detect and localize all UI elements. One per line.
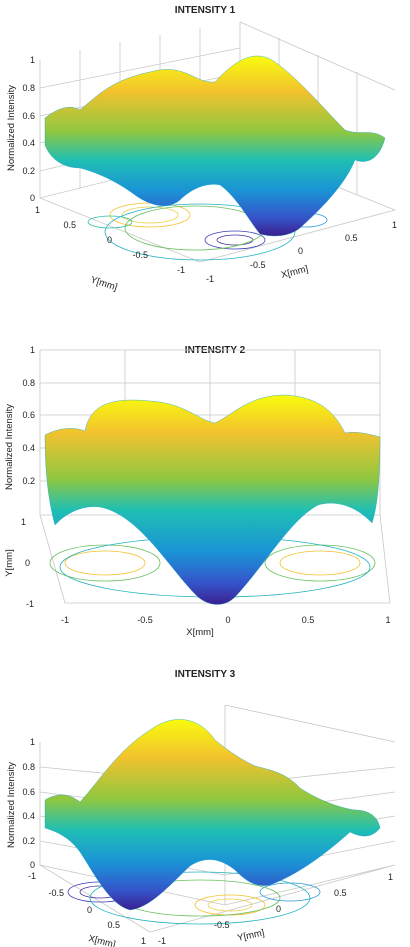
chart-2-yt-0: -1 bbox=[26, 599, 34, 609]
chart-2-xt-4: 1 bbox=[385, 615, 390, 625]
chart-intensity-1: INTENSITY 1 0 0.2 0.4 0.6 0.8 bbox=[0, 0, 410, 310]
chart-intensity-2: INTENSITY 2 0.2 0.4 0.6 0.8 1 -1 0 1 -1 bbox=[0, 335, 410, 645]
chart-1-x-ticks: -1 -0.5 0 0.5 1 bbox=[206, 220, 397, 284]
chart-2-surface bbox=[44, 394, 381, 605]
chart-1-surface bbox=[44, 55, 386, 237]
chart-1-zt-4: 0.8 bbox=[22, 83, 35, 93]
chart-1-zt-0: 0 bbox=[30, 193, 35, 203]
chart-3-yt-0: -1 bbox=[158, 936, 166, 946]
chart-2-xt-1: -0.5 bbox=[137, 615, 153, 625]
chart-3-xt-0: -1 bbox=[28, 871, 36, 881]
chart-3-x-ticks: -1 -0.5 0 0.5 1 bbox=[28, 871, 146, 946]
chart-2-y-ticks: -1 0 1 bbox=[21, 517, 34, 609]
chart-2-xt-2: 0 bbox=[225, 615, 230, 625]
chart-3-zt-2: 0.4 bbox=[22, 811, 35, 821]
chart-3-yt-2: 0 bbox=[276, 904, 281, 914]
chart-3-zt-3: 0.6 bbox=[22, 787, 35, 797]
chart-1-z-ticks: 0 0.2 0.4 0.6 0.8 1 bbox=[22, 55, 35, 203]
chart-3-zt-4: 0.8 bbox=[22, 762, 35, 772]
chart-2-z-label: Normalized Intensity bbox=[4, 404, 15, 490]
chart-intensity-3: INTENSITY 3 0 0.2 0.4 0.6 0.8 1 -1 -0.5 bbox=[0, 660, 410, 947]
chart-3-z-label: Normalized Intensity bbox=[6, 762, 17, 848]
chart-3-title: INTENSITY 3 bbox=[175, 669, 236, 680]
chart-2-yt-1: 0 bbox=[25, 558, 30, 568]
chart-2-y-label: Y[mm] bbox=[4, 549, 15, 576]
chart-1-yt-0: -1 bbox=[177, 265, 185, 275]
chart-1-z-label: Normalized Intensity bbox=[6, 85, 17, 171]
chart-1-yt-1: -0.5 bbox=[132, 250, 148, 260]
chart-3-yt-1: -0.5 bbox=[214, 920, 230, 930]
chart-2-zt-3: 0.8 bbox=[22, 378, 35, 388]
chart-3-y-ticks: -1 -0.5 0 0.5 1 bbox=[158, 872, 393, 946]
chart-1-xt-1: -0.5 bbox=[250, 260, 266, 270]
chart-3-xt-4: 1 bbox=[141, 936, 146, 946]
chart-2-zt-0: 0.2 bbox=[22, 476, 35, 486]
chart-3-xt-1: -0.5 bbox=[48, 888, 64, 898]
chart-1-yt-2: 0 bbox=[107, 235, 112, 245]
chart-1-y-ticks: -1 -0.5 0 0.5 1 bbox=[35, 205, 185, 275]
chart-3-zt-0: 0 bbox=[30, 860, 35, 870]
chart-2-title: INTENSITY 2 bbox=[185, 345, 246, 356]
chart-1-title: INTENSITY 1 bbox=[175, 5, 236, 16]
chart-1-yt-4: 1 bbox=[35, 205, 40, 215]
chart-1-zt-5: 1 bbox=[30, 55, 35, 65]
chart-1-zt-3: 0.6 bbox=[22, 111, 35, 121]
chart-2-zt-2: 0.6 bbox=[22, 410, 35, 420]
chart-2-xt-0: -1 bbox=[61, 615, 69, 625]
chart-1-xt-0: -1 bbox=[206, 274, 214, 284]
chart-1-zt-2: 0.4 bbox=[22, 138, 35, 148]
chart-2-xt-3: 0.5 bbox=[302, 615, 315, 625]
chart-1-y-label: Y[mm] bbox=[89, 274, 119, 293]
chart-3-xt-3: 0.5 bbox=[107, 920, 120, 930]
chart-1-x-label: X[mm] bbox=[280, 264, 309, 281]
chart-3-yt-3: 0.5 bbox=[334, 888, 347, 898]
chart-1-xt-2: 0 bbox=[298, 246, 303, 256]
chart-3-zt-1: 0.2 bbox=[22, 836, 35, 846]
chart-3-z-ticks: 0 0.2 0.4 0.6 0.8 1 bbox=[22, 737, 35, 870]
chart-1-xt-3: 0.5 bbox=[345, 233, 358, 243]
chart-2-zt-4: 1 bbox=[30, 345, 35, 355]
chart-2-svg: INTENSITY 2 0.2 0.4 0.6 0.8 1 -1 0 1 -1 bbox=[4, 345, 391, 638]
chart-3-zt-5: 1 bbox=[30, 737, 35, 747]
chart-3-svg: INTENSITY 3 0 0.2 0.4 0.6 0.8 1 -1 -0.5 bbox=[6, 669, 396, 947]
chart-2-yt-2: 1 bbox=[21, 517, 26, 527]
chart-3-yt-4: 1 bbox=[388, 872, 393, 882]
chart-1-zt-1: 0.2 bbox=[22, 166, 35, 176]
chart-1-svg: INTENSITY 1 0 0.2 0.4 0.6 0.8 bbox=[6, 5, 397, 293]
chart-2-x-ticks: -1 -0.5 0 0.5 1 bbox=[61, 615, 391, 625]
chart-2-zt-1: 0.4 bbox=[22, 443, 35, 453]
chart-3-x-label: X[mm] bbox=[87, 933, 116, 947]
chart-3-y-label: Y[mm] bbox=[236, 927, 265, 943]
chart-1-xt-4: 1 bbox=[392, 220, 397, 230]
chart-1-yt-3: 0.5 bbox=[63, 220, 76, 230]
chart-2-x-label: X[mm] bbox=[186, 627, 213, 638]
chart-2-z-ticks: 0.2 0.4 0.6 0.8 1 bbox=[22, 345, 35, 486]
chart-3-surface bbox=[44, 719, 381, 911]
chart-3-xt-2: 0 bbox=[87, 905, 92, 915]
